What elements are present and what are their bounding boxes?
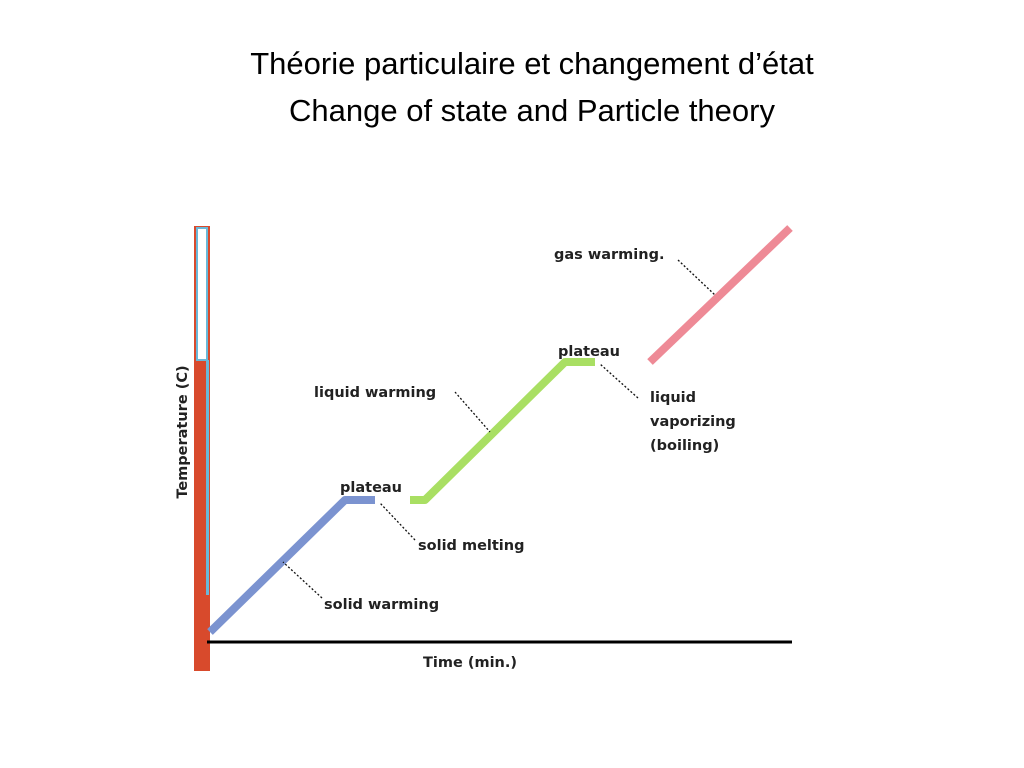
annotation: liquid [650,390,696,406]
annotation: liquid warming [314,385,436,401]
title-line: Change of state and Particle theory [289,93,775,128]
annotation: gas warming. [554,247,664,263]
leader-lines [282,259,716,599]
annotation: vaporizing [650,414,736,430]
annotation: solid warming [324,597,439,613]
x-axis-label: Time (min.) [423,655,517,671]
y-axis-label: Temperature (C) [175,365,191,498]
thermometer [194,226,210,671]
title-line: Théorie particulaire et changement d’éta… [250,46,814,81]
heating-curve [207,225,793,635]
annotation: plateau [558,344,620,360]
annotation: plateau [340,480,402,496]
annotations: plateau solid melting solid warming liquid … [314,247,736,613]
annotation: (boiling) [650,438,719,454]
annotation: solid melting [418,538,524,554]
